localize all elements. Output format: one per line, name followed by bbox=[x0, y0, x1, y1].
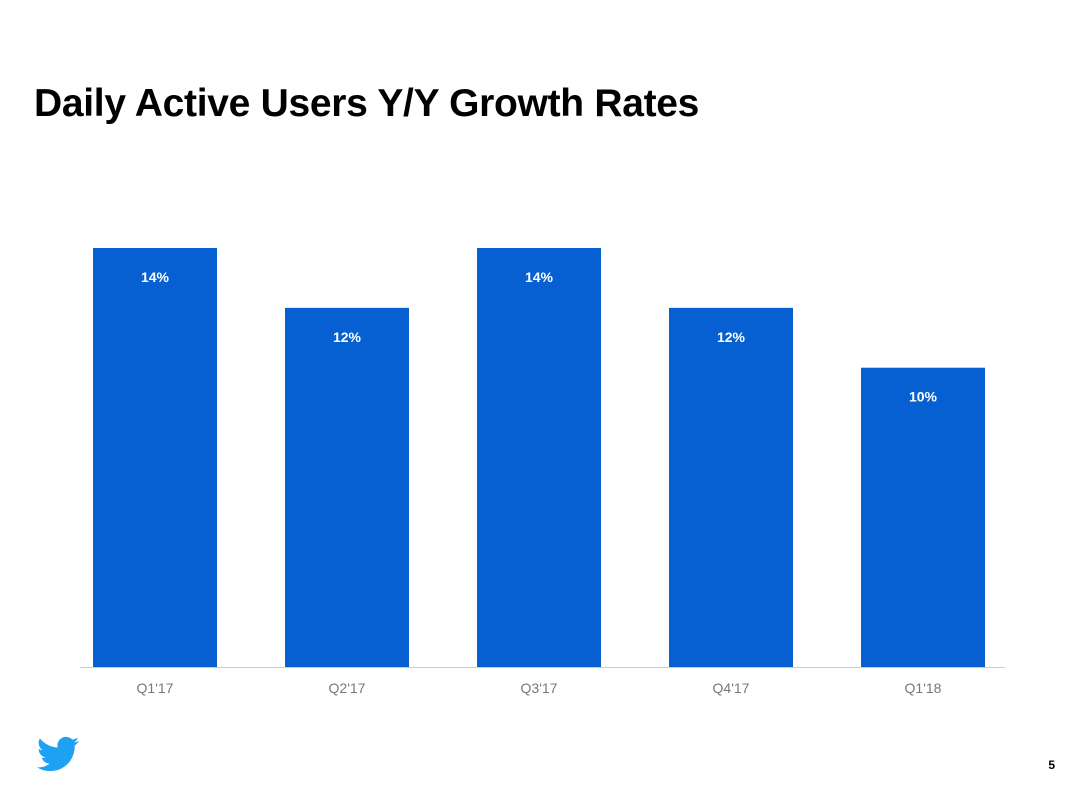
page-number: 5 bbox=[1048, 758, 1055, 772]
x-tick-label: Q1'17 bbox=[137, 680, 174, 696]
bar-Q1'17 bbox=[93, 248, 217, 667]
data-label: 12% bbox=[717, 329, 746, 345]
data-label: 10% bbox=[909, 389, 938, 405]
data-label: 14% bbox=[141, 269, 170, 285]
x-tick-label: Q1'18 bbox=[905, 680, 942, 696]
x-tick-label: Q4'17 bbox=[713, 680, 750, 696]
bar-Q3'17 bbox=[477, 248, 601, 667]
bar-Q2'17 bbox=[285, 307, 409, 667]
slide-title: Daily Active Users Y/Y Growth Rates bbox=[34, 82, 700, 125]
x-tick-label: Q3'17 bbox=[521, 680, 558, 696]
data-label: 14% bbox=[525, 269, 554, 285]
bar-Q4'17 bbox=[669, 307, 793, 667]
twitter-bird-icon bbox=[37, 736, 80, 772]
bar-Q1'18 bbox=[861, 367, 985, 667]
x-tick-label: Q2'17 bbox=[329, 680, 366, 696]
data-label: 12% bbox=[333, 329, 362, 345]
